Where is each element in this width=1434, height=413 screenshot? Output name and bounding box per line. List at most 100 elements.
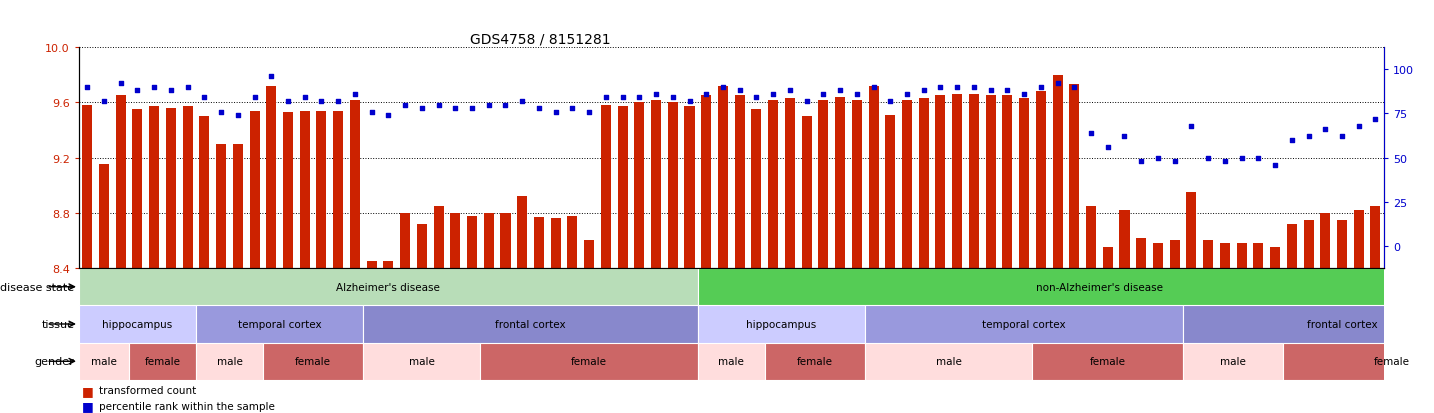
Bar	[698, 343, 764, 380]
Point	[360, 109, 383, 116]
Point	[1030, 84, 1053, 91]
Bar	[182, 107, 192, 268]
Point	[227, 112, 250, 119]
Point	[478, 102, 500, 109]
Point	[728, 88, 751, 95]
Point	[995, 88, 1018, 95]
Bar	[698, 268, 1434, 306]
Bar	[601, 106, 611, 268]
Bar	[483, 213, 493, 268]
Bar	[129, 343, 196, 380]
Bar	[551, 219, 561, 268]
Text: frontal cortex: frontal cortex	[495, 319, 566, 329]
Point	[1080, 130, 1103, 137]
Bar	[865, 343, 1032, 380]
Text: disease state: disease state	[0, 282, 75, 292]
Point	[779, 88, 802, 95]
Point	[1364, 116, 1387, 123]
Bar	[196, 343, 262, 380]
Bar	[1070, 85, 1080, 268]
Bar	[1183, 306, 1434, 343]
Text: hippocampus: hippocampus	[747, 319, 816, 329]
Point	[862, 84, 885, 91]
Bar	[1035, 92, 1045, 268]
Bar	[367, 261, 377, 268]
Bar	[1253, 244, 1263, 268]
Bar	[1183, 343, 1283, 380]
Point	[377, 112, 400, 119]
Point	[109, 81, 132, 88]
Bar	[952, 95, 962, 268]
Text: percentile rank within the sample: percentile rank within the sample	[99, 401, 275, 411]
Bar	[116, 96, 126, 268]
Bar	[518, 197, 528, 268]
Bar	[282, 113, 293, 268]
Text: hippocampus: hippocampus	[102, 319, 172, 329]
Text: transformed count: transformed count	[99, 385, 196, 395]
Bar	[852, 100, 862, 268]
Point	[1146, 155, 1169, 161]
Point	[244, 95, 267, 102]
Point	[846, 91, 869, 98]
Point	[895, 91, 918, 98]
Bar	[701, 96, 711, 268]
Bar	[1203, 241, 1213, 268]
Bar	[1354, 211, 1364, 268]
Text: female: female	[1090, 356, 1126, 366]
Bar	[1186, 192, 1196, 268]
Point	[277, 98, 300, 105]
Point	[746, 95, 769, 102]
Bar	[350, 100, 360, 268]
Text: male: male	[718, 356, 744, 366]
Text: female: female	[571, 356, 607, 366]
Point	[578, 109, 601, 116]
Bar	[819, 100, 829, 268]
Text: female: female	[797, 356, 833, 366]
Point	[628, 95, 651, 102]
Bar	[1136, 238, 1146, 268]
Bar	[79, 268, 698, 306]
Text: female: female	[145, 356, 181, 366]
Text: female: female	[1374, 356, 1410, 366]
Bar	[166, 109, 176, 268]
Bar	[79, 343, 129, 380]
Point	[511, 98, 533, 105]
Bar	[433, 206, 443, 268]
Bar	[1236, 244, 1246, 268]
Text: non-Alzheimer's disease: non-Alzheimer's disease	[1035, 282, 1163, 292]
Bar	[1304, 220, 1314, 268]
Text: male: male	[409, 356, 435, 366]
Bar	[885, 116, 895, 268]
Bar	[217, 145, 227, 268]
Bar	[718, 86, 728, 268]
Point	[427, 102, 450, 109]
Text: male: male	[1220, 356, 1246, 366]
Point	[1263, 162, 1286, 169]
Bar	[1336, 220, 1347, 268]
Point	[1130, 159, 1153, 165]
Bar	[82, 106, 92, 268]
Text: GDS4758 / 8151281: GDS4758 / 8151281	[470, 33, 611, 47]
Bar	[300, 112, 310, 268]
Bar	[467, 216, 478, 268]
Bar	[1020, 99, 1030, 268]
Point	[1180, 123, 1203, 130]
Point	[1196, 155, 1219, 161]
Text: temporal cortex: temporal cortex	[982, 319, 1065, 329]
Bar	[250, 112, 260, 268]
Point	[1213, 159, 1236, 165]
Point	[1096, 144, 1119, 151]
Point	[794, 98, 817, 105]
Bar	[480, 343, 698, 380]
Bar	[1002, 96, 1012, 268]
Bar	[1120, 211, 1130, 268]
Point	[1113, 134, 1136, 140]
Bar	[698, 306, 865, 343]
Point	[493, 102, 516, 109]
Point	[393, 102, 417, 109]
Point	[1246, 155, 1271, 161]
Bar	[1170, 241, 1180, 268]
Bar	[919, 99, 929, 268]
Point	[260, 74, 282, 80]
Text: male: male	[217, 356, 242, 366]
